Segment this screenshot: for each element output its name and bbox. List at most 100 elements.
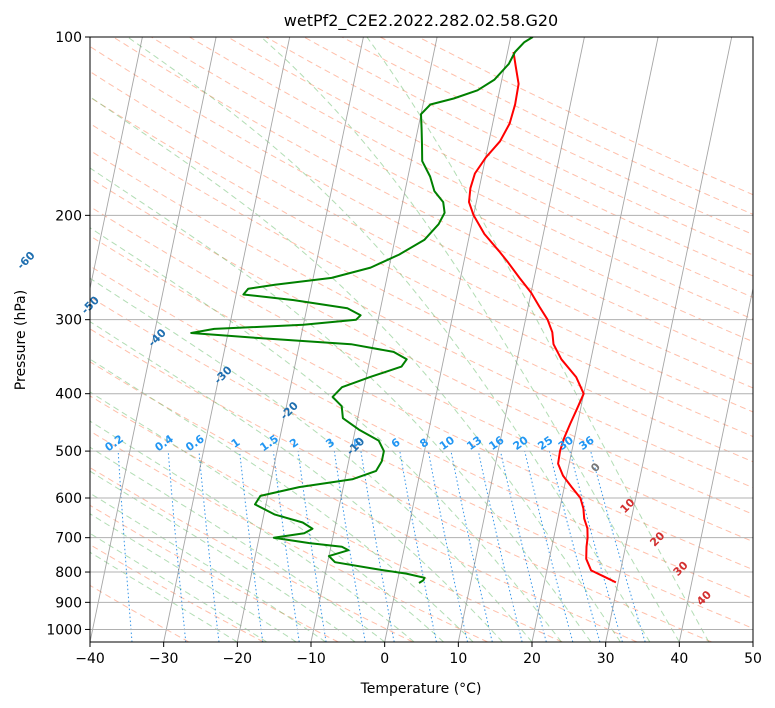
x-tick-label: 40: [670, 651, 688, 667]
y-tick-label: 900: [55, 595, 82, 611]
moist-adiabat-label: -20: [278, 399, 301, 422]
isotherm: [236, 37, 364, 642]
dry-adiabat: [90, 45, 753, 389]
isotherm: [163, 37, 291, 642]
mixing-ratio-label: 3: [323, 436, 337, 451]
isotherm: [0, 37, 69, 642]
y-tick-label: 100: [55, 30, 82, 46]
y-tick-label: 400: [55, 387, 82, 403]
mixing-ratio-line: [450, 451, 493, 642]
isotherm: [678, 286, 753, 642]
isotherm: [90, 37, 217, 642]
mixing-ratio-line: [117, 451, 133, 642]
mixing-ratio-line: [569, 450, 623, 642]
isotherm: [457, 37, 585, 642]
mixing-ratio-line: [477, 451, 523, 642]
mixing-ratio-label: 36: [577, 433, 597, 453]
y-tick-label: 800: [55, 565, 82, 581]
moist-adiabat-label: -30: [212, 363, 235, 386]
moist-adiabat: [90, 470, 356, 642]
dry-adiabat: [90, 205, 753, 543]
dry-adiabat: [90, 96, 753, 438]
y-axis-label: Pressure (hPa): [13, 290, 29, 390]
moist-adiabat: [260, 37, 680, 642]
x-tick-label: 0: [380, 651, 389, 667]
moist-adiabat: [90, 277, 533, 642]
moist-adiabat-label: 0: [588, 460, 603, 475]
dry-adiabat: [90, 265, 753, 600]
background-lines: [0, 37, 753, 642]
moist-adiabat-label: -10: [344, 435, 367, 458]
mixing-ratio-label: 16: [486, 433, 506, 453]
mixing-ratio-line: [427, 451, 468, 642]
dry-adiabat: [90, 361, 638, 642]
x-tick-label: −30: [149, 651, 179, 667]
mixing-ratio-label: 25: [535, 434, 555, 453]
dry-adiabat: [90, 395, 563, 642]
x-tick-label: −40: [75, 651, 105, 667]
dewpoint-line: [190, 37, 534, 584]
moist-adiabat: [90, 227, 562, 642]
isotherm: [384, 37, 512, 642]
mixing-ratio-line: [548, 450, 601, 642]
y-tick-label: 500: [55, 444, 82, 460]
dry-adiabat-label: 40: [694, 588, 714, 608]
temperature-line: [468, 51, 617, 584]
data-series: [190, 37, 617, 584]
mixing-ratio-line: [524, 450, 574, 642]
mixing-ratio-line: [399, 451, 437, 642]
isotherm: [752, 639, 753, 642]
x-tick-label: 10: [449, 651, 467, 667]
x-tick-label: −10: [296, 651, 326, 667]
y-tick-label: 200: [55, 208, 82, 224]
isotherm: [310, 37, 438, 642]
mixing-ratio-line: [272, 451, 300, 642]
y-tick-label: 700: [55, 531, 82, 547]
dry-adiabat: [90, 177, 753, 515]
x-tick-label: 30: [597, 651, 615, 667]
dry-adiabat: [90, 328, 712, 642]
isotherm: [605, 37, 733, 642]
moist-adiabat: [127, 37, 651, 642]
y-tick-label: 600: [55, 491, 82, 507]
dry-adiabat: [90, 235, 753, 571]
x-axis-label: Temperature (°C): [360, 681, 482, 697]
y-tick-label: 1000: [46, 622, 82, 638]
moist-adiabat-label: -60: [14, 249, 37, 272]
dry-adiabat: [379, 37, 753, 215]
moist-adiabat: [90, 420, 415, 642]
mixing-ratio-line: [590, 450, 646, 642]
chart-title: wetPf2_C2E2.2022.282.02.58.G20: [284, 11, 558, 31]
moist-adiabat: [90, 358, 474, 642]
mixing-ratio-line: [297, 451, 327, 642]
x-tick-label: 20: [523, 651, 541, 667]
moist-adiabat: [90, 96, 621, 642]
mixing-ratio-line: [239, 451, 264, 642]
moist-adiabat: [90, 551, 238, 642]
dry-adiabat: [227, 37, 753, 298]
mixing-ratio-line: [198, 451, 220, 642]
plot-frame: [89, 36, 754, 643]
y-axis-ticks: 1000 900 800 700 600 500 400 300 200 100: [46, 30, 90, 638]
dry-adiabat-label: 30: [671, 558, 691, 578]
mixing-ratio-line: [167, 451, 187, 642]
moist-adiabat: [90, 167, 592, 642]
mixing-ratio-label: 13: [464, 434, 484, 453]
moist-adiabat: [90, 446, 385, 642]
dry-adiabat: [90, 149, 753, 489]
isotherm: [531, 37, 659, 642]
dry-adiabat: [112, 37, 753, 366]
dry-adiabat: [189, 37, 753, 320]
mixing-ratio-label: 6: [389, 436, 403, 451]
dry-adiabat: [151, 37, 753, 343]
dry-adiabat: [90, 296, 753, 629]
dry-adiabat: [90, 584, 190, 642]
y-tick-label: 300: [55, 313, 82, 329]
x-axis-ticks: −40 −30 −20 −10 0 10 20 30 40 50: [75, 642, 762, 667]
isotherm: [90, 37, 143, 291]
moist-adiabat-label: -40: [146, 326, 169, 349]
dry-adiabat: [90, 123, 753, 463]
dry-adiabat: [90, 504, 339, 642]
dry-adiabat: [90, 430, 488, 642]
